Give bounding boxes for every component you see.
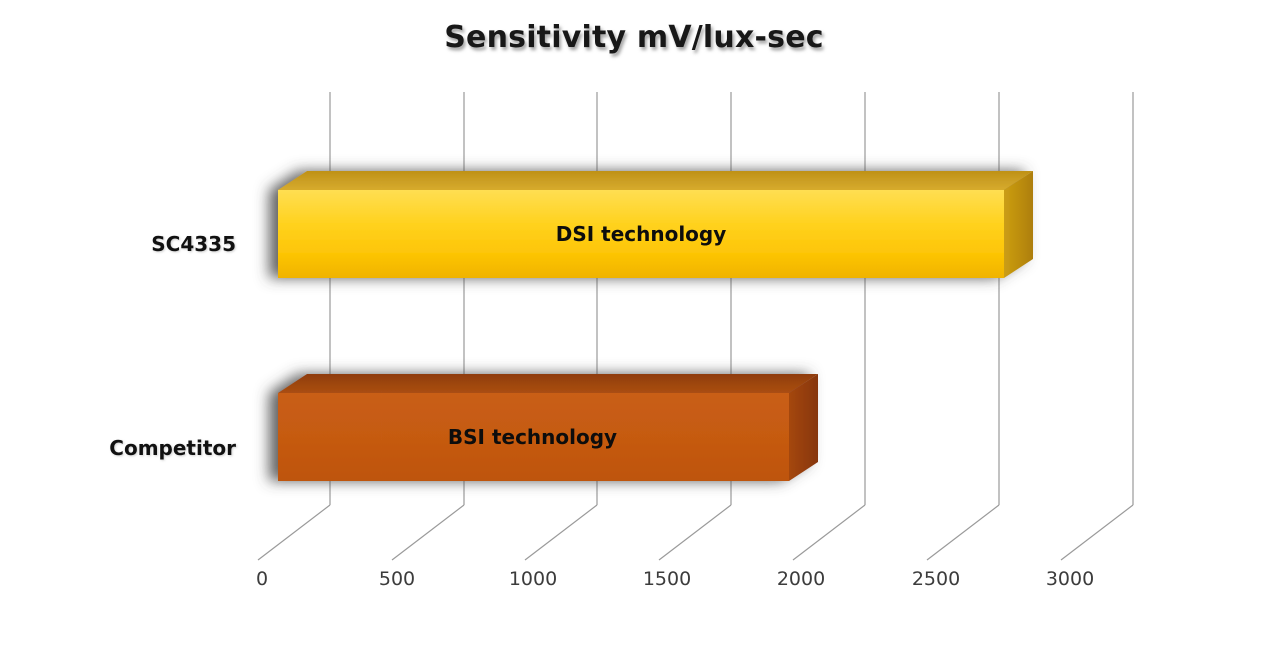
bar-sc4335-side-face (1004, 171, 1033, 278)
gridline-2000 (792, 92, 866, 561)
bar-sc4335-front-face (278, 190, 1004, 278)
bar-label-dsi-technology: DSI technology (555, 222, 727, 246)
x-tick-label-2500: 2500 (911, 568, 961, 590)
bar-competitor-side-face (789, 374, 818, 481)
bar-competitor-front-face (278, 393, 789, 481)
x-tick-label-3000: 3000 (1045, 568, 1095, 590)
bar-label-bsi-technology: BSI technology (447, 425, 618, 449)
bar-competitor-top-face (278, 374, 818, 393)
gridline-0 (257, 92, 331, 561)
bar-sc4335-top-face (278, 171, 1033, 190)
category-label-competitor: Competitor (109, 436, 236, 460)
category-label-sc4335: SC4335 (151, 232, 236, 256)
x-tick-label-1000: 1000 (508, 568, 558, 590)
x-tick-label-500: 500 (378, 568, 416, 590)
x-tick-label-2000: 2000 (776, 568, 826, 590)
gridline-1000 (524, 92, 598, 561)
x-tick-label-0: 0 (255, 568, 269, 590)
gridline-1500 (658, 92, 732, 561)
chart-title: Sensitivity mV/lux-sec (444, 20, 824, 55)
bar-competitor[interactable] (278, 374, 818, 481)
bar-sc4335[interactable] (278, 171, 1033, 278)
gridline-3000 (1060, 92, 1134, 561)
gridline-500 (391, 92, 465, 561)
x-tick-label-1500: 1500 (642, 568, 692, 590)
gridline-2500 (926, 92, 1000, 561)
gridline-group (257, 92, 1134, 561)
